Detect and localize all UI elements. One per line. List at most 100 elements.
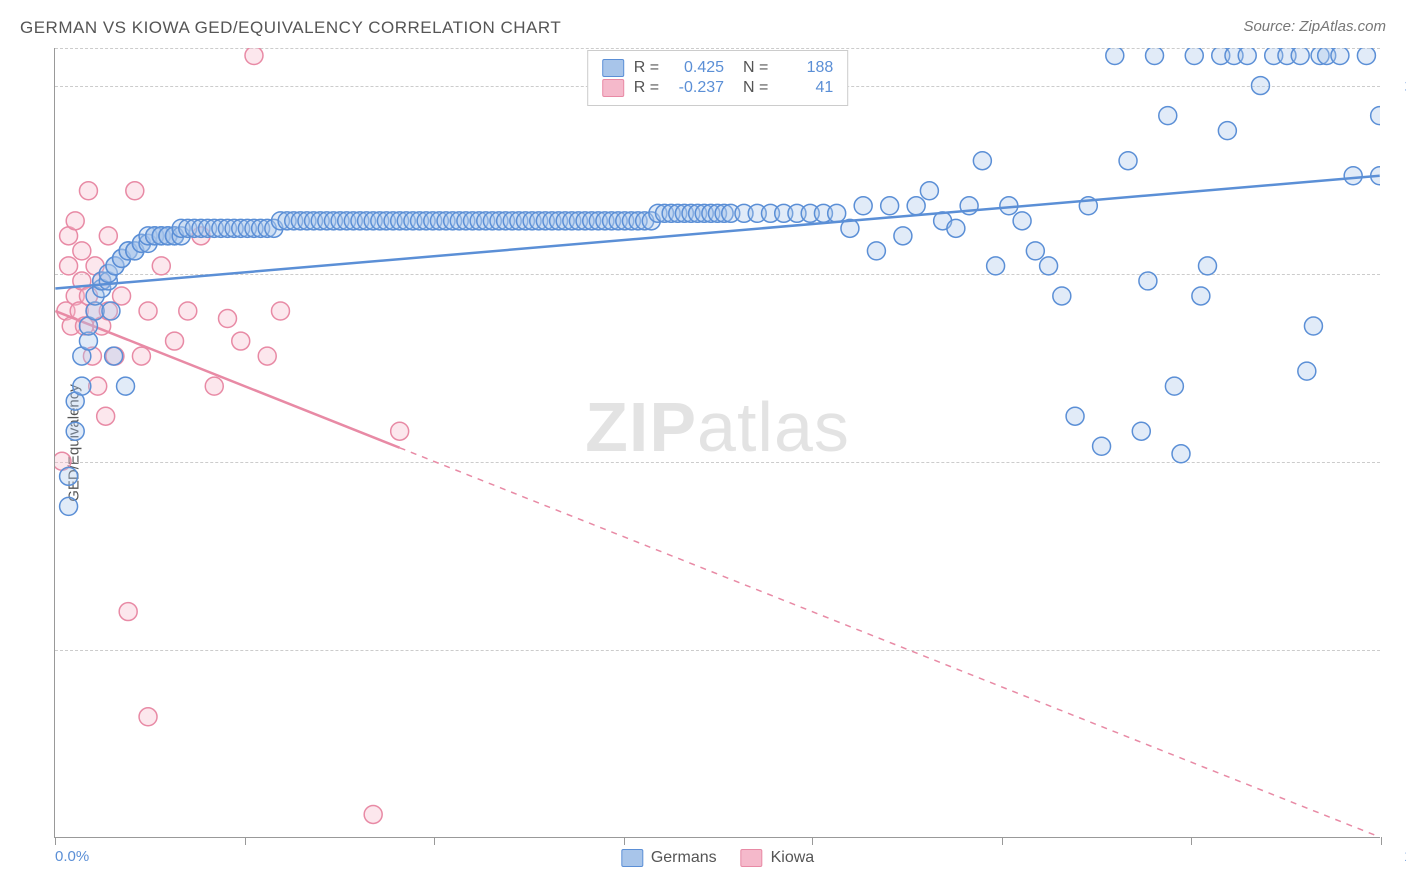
data-point <box>1093 437 1111 455</box>
data-point <box>166 332 184 350</box>
swatch-germans <box>602 59 624 77</box>
data-point <box>219 310 237 328</box>
data-point <box>152 257 170 275</box>
data-point <box>1218 122 1236 140</box>
data-point <box>105 347 123 365</box>
swatch-kiowa-bottom <box>741 849 763 867</box>
data-point <box>66 212 84 230</box>
data-point <box>245 48 263 65</box>
data-point <box>391 422 409 440</box>
data-point <box>1165 377 1183 395</box>
y-tick-label: 100.0% <box>1385 77 1406 94</box>
y-tick-label: 62.5% <box>1385 641 1406 658</box>
x-tick-mark <box>1191 837 1192 845</box>
data-point <box>205 377 223 395</box>
data-point <box>66 422 84 440</box>
x-tick-mark <box>1381 837 1382 845</box>
data-point <box>258 347 276 365</box>
data-point <box>232 332 250 350</box>
y-tick-label: 75.0% <box>1385 453 1406 470</box>
data-point <box>113 287 131 305</box>
legend-correlation-box: R = 0.425 N = 188 R = -0.237 N = 41 <box>587 50 849 106</box>
legend-n-label: N = <box>734 79 768 97</box>
legend-label-germans: Germans <box>651 849 717 867</box>
plot-area: GED/Equivalency ZIPatlas R = 0.425 N = 1… <box>54 48 1380 838</box>
swatch-kiowa <box>602 79 624 97</box>
data-point <box>1185 48 1203 65</box>
legend-label-kiowa: Kiowa <box>771 849 815 867</box>
data-point <box>1119 152 1137 170</box>
x-tick-mark <box>1002 837 1003 845</box>
data-point <box>1304 317 1322 335</box>
data-point <box>1040 257 1058 275</box>
legend-r-kiowa: -0.237 <box>669 79 724 97</box>
data-point <box>881 197 899 215</box>
legend-item-germans: Germans <box>621 849 717 867</box>
data-point <box>1344 167 1362 185</box>
x-tick-mark <box>812 837 813 845</box>
data-point <box>1132 422 1150 440</box>
legend-item-kiowa: Kiowa <box>741 849 815 867</box>
data-point <box>1013 212 1031 230</box>
data-point <box>271 302 289 320</box>
data-point <box>97 407 115 425</box>
x-tick-mark <box>624 837 625 845</box>
data-point <box>867 242 885 260</box>
legend-row-kiowa: R = -0.237 N = 41 <box>602 79 834 97</box>
data-point <box>1291 48 1309 65</box>
data-point <box>1298 362 1316 380</box>
data-point <box>1172 445 1190 463</box>
legend-row-germans: R = 0.425 N = 188 <box>602 59 834 77</box>
data-point <box>60 257 78 275</box>
data-point <box>73 377 91 395</box>
trend-line-dashed <box>400 448 1380 837</box>
data-point <box>1066 407 1084 425</box>
data-point <box>73 242 91 260</box>
data-point <box>1251 77 1269 95</box>
data-point <box>60 497 78 515</box>
data-point <box>907 197 925 215</box>
data-point <box>102 302 120 320</box>
legend-r-label: R = <box>634 79 659 97</box>
data-point <box>132 347 150 365</box>
legend-n-kiowa: 41 <box>778 79 833 97</box>
chart-title: GERMAN VS KIOWA GED/EQUIVALENCY CORRELAT… <box>20 18 561 38</box>
data-point <box>1357 48 1375 65</box>
data-point <box>1199 257 1217 275</box>
chart-source: Source: ZipAtlas.com <box>1243 18 1386 35</box>
legend-n-label: N = <box>734 59 768 77</box>
legend-n-germans: 188 <box>778 59 833 77</box>
data-point <box>854 197 872 215</box>
data-point <box>947 219 965 237</box>
x-tick-mark <box>55 837 56 845</box>
data-point <box>1331 48 1349 65</box>
data-point <box>1159 107 1177 125</box>
data-point <box>60 467 78 485</box>
data-point <box>364 805 382 823</box>
data-point <box>139 302 157 320</box>
y-tick-label: 87.5% <box>1385 265 1406 282</box>
legend-r-germans: 0.425 <box>669 59 724 77</box>
data-point <box>973 152 991 170</box>
data-point <box>139 708 157 726</box>
data-point <box>99 227 117 245</box>
x-axis-max-label: 100.0% <box>1385 848 1406 865</box>
trend-line-solid <box>55 311 399 448</box>
legend-r-label: R = <box>634 59 659 77</box>
data-point <box>117 377 135 395</box>
x-tick-mark <box>434 837 435 845</box>
data-point <box>987 257 1005 275</box>
legend-bottom: Germans Kiowa <box>621 849 814 867</box>
data-point <box>828 204 846 222</box>
data-point <box>894 227 912 245</box>
data-point <box>1238 48 1256 65</box>
data-point <box>920 182 938 200</box>
data-point <box>1146 48 1164 65</box>
data-point <box>79 182 97 200</box>
swatch-germans-bottom <box>621 849 643 867</box>
data-point <box>1106 48 1124 65</box>
x-axis-min-label: 0.0% <box>55 848 89 865</box>
x-tick-mark <box>245 837 246 845</box>
data-point <box>119 603 137 621</box>
plot-svg <box>55 48 1380 837</box>
